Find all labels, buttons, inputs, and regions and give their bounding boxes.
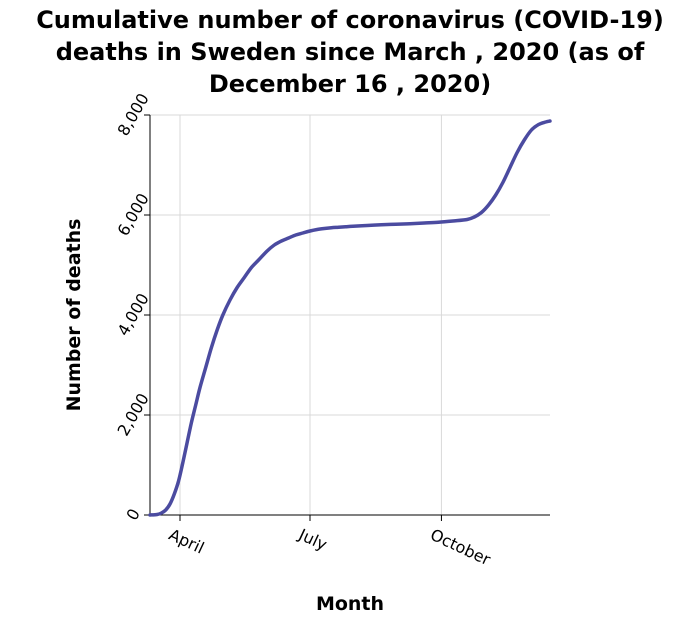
x-tick-label: April xyxy=(166,525,207,558)
x-tick-label: July xyxy=(295,524,330,554)
y-tick-label: 0 xyxy=(122,505,144,523)
x-axis-ticks: April July October xyxy=(166,515,494,569)
chart-title-line: Cumulative number of coronavirus (COVID-… xyxy=(36,6,664,34)
y-axis-title: Number of deaths xyxy=(63,219,85,412)
deaths-line xyxy=(148,119,552,517)
chart-title-line: December 16 , 2020) xyxy=(209,70,491,98)
chart-title: Cumulative number of coronavirus (COVID-… xyxy=(36,6,664,98)
series xyxy=(148,119,552,517)
x-axis-title: Month xyxy=(316,593,384,615)
chart-title-line: deaths in Sweden since March , 2020 (as … xyxy=(56,38,645,66)
x-tick-label: October xyxy=(427,525,493,569)
grid xyxy=(150,114,550,516)
